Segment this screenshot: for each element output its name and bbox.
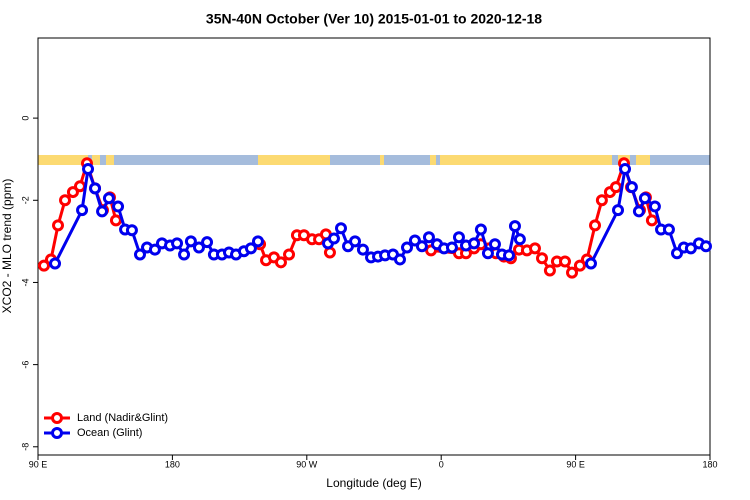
data-point	[274, 256, 287, 269]
data-point	[609, 181, 622, 194]
data-point	[323, 246, 336, 259]
data-point	[645, 214, 658, 227]
data-point	[109, 214, 122, 227]
data-point	[474, 223, 487, 236]
data-point	[536, 252, 548, 265]
data-point	[488, 238, 501, 251]
data-point	[59, 194, 72, 207]
data-point	[73, 180, 86, 193]
data-point	[148, 243, 161, 256]
data-point	[112, 200, 125, 213]
data-point	[573, 259, 586, 272]
y-tick-label: 0	[20, 116, 30, 121]
data-point	[244, 242, 257, 255]
legend-label: Ocean (Glint)	[77, 427, 142, 439]
data-point	[584, 257, 597, 270]
data-point	[415, 240, 428, 253]
data-point	[632, 205, 645, 218]
data-point	[171, 237, 184, 250]
data-point	[96, 205, 109, 218]
data-point	[684, 242, 697, 255]
data-point	[201, 236, 214, 249]
data-point	[502, 249, 515, 262]
data-point	[327, 232, 340, 245]
data-point	[468, 237, 481, 250]
data-point	[566, 266, 579, 279]
data-point	[133, 248, 146, 261]
y-tick-label: -8	[20, 443, 30, 451]
data-point	[283, 248, 296, 261]
y-tick-label: -4	[20, 278, 30, 286]
x-tick-label: 90 E	[566, 459, 585, 469]
data-point	[595, 194, 608, 207]
legend-marker	[51, 427, 63, 439]
data-point	[401, 241, 414, 254]
data-point	[102, 192, 115, 205]
data-point	[528, 242, 541, 255]
y-tick-label: -2	[20, 196, 30, 204]
data-point	[619, 163, 632, 176]
data-point	[89, 182, 102, 195]
plot-layer: 90 E 180 90 W 0 90 E 180 0 -2 -4 -6 -8 Land (Nadir&…	[20, 116, 717, 470]
data-point	[638, 192, 651, 205]
data-point	[52, 219, 65, 232]
data-point	[543, 264, 556, 277]
x-tick-label: 180	[165, 459, 180, 469]
data-point	[625, 181, 638, 194]
data-point	[37, 259, 50, 272]
data-point	[612, 204, 625, 217]
legend-label: Land (Nadir&Glint)	[77, 412, 168, 424]
x-axis-label: Longitude (deg E)	[326, 476, 421, 490]
data-point	[699, 240, 712, 253]
data-point	[513, 233, 526, 246]
data-point	[192, 241, 205, 254]
legend-marker	[51, 412, 63, 424]
y-tick-label: -6	[20, 361, 30, 369]
data-point	[178, 248, 191, 261]
data-point	[662, 223, 675, 236]
y-axis-label: XCO2 - MLO trend (ppm)	[0, 179, 14, 314]
data-point	[589, 219, 602, 232]
data-point	[481, 247, 494, 260]
chart-title: 35N-40N October (Ver 10) 2015-01-01 to 2…	[206, 11, 542, 27]
data-point	[184, 235, 197, 248]
land-ocean-mask	[38, 155, 710, 165]
data-point	[334, 222, 347, 235]
data-point	[558, 255, 571, 268]
data-point	[349, 235, 362, 248]
data-point	[648, 200, 661, 213]
data-point	[508, 220, 521, 233]
data-point	[82, 163, 95, 176]
data-point	[125, 224, 138, 237]
data-point	[422, 231, 435, 244]
data-point	[452, 231, 465, 244]
x-tick-label: 90 W	[296, 459, 318, 469]
data-point	[76, 204, 89, 217]
data-point	[393, 253, 406, 266]
x-tick-label: 90 E	[29, 459, 48, 469]
x-tick-label: 180	[702, 459, 717, 469]
x-tick-label: 0	[439, 459, 444, 469]
data-point	[251, 235, 264, 248]
data-point	[356, 243, 369, 256]
data-point	[445, 241, 458, 254]
data-point	[49, 257, 62, 270]
